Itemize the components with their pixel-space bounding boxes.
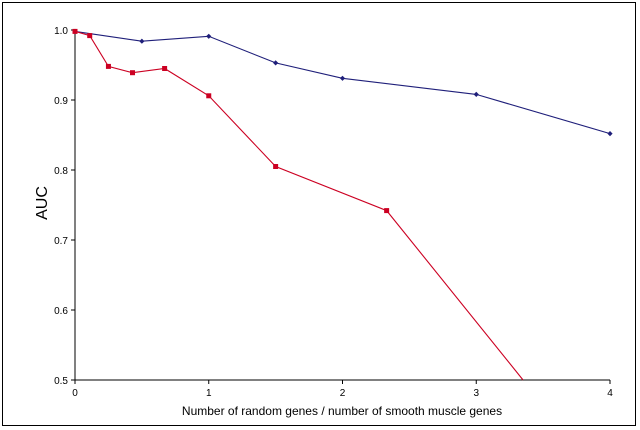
data-point bbox=[72, 28, 78, 34]
y-tick-label: 0.5 bbox=[54, 376, 68, 387]
data-point bbox=[130, 70, 136, 76]
data-point bbox=[339, 75, 346, 81]
y-tick-label: 0.7 bbox=[54, 236, 68, 247]
y-tick-label: 0.9 bbox=[54, 96, 68, 107]
data-point bbox=[162, 66, 168, 71]
y-axis-label: AUC bbox=[34, 186, 51, 220]
x-tick-label: 4 bbox=[607, 388, 613, 399]
data-point bbox=[139, 38, 145, 44]
data-point bbox=[105, 63, 111, 69]
x-tick-label: 2 bbox=[340, 388, 346, 399]
data-point bbox=[273, 60, 279, 66]
axes: 0.5 0.6 0.7 0.8 0.9 1.0 0 1 2 3 4 bbox=[54, 26, 613, 399]
series-line bbox=[74, 30, 611, 135]
line-chart: 0.5 0.6 0.7 0.8 0.9 1.0 0 1 2 3 4 AUC Number of ra… bbox=[34, 26, 613, 418]
x-tick-label: 3 bbox=[473, 388, 479, 399]
x-tick-label: 1 bbox=[206, 388, 212, 399]
x-tick-label: 0 bbox=[72, 388, 78, 399]
series-2 bbox=[72, 28, 524, 381]
data-point bbox=[206, 33, 212, 39]
data-point bbox=[273, 164, 279, 169]
series-line bbox=[74, 30, 524, 381]
data-point bbox=[206, 93, 212, 99]
y-tick-label: 1.0 bbox=[54, 26, 68, 37]
series-1 bbox=[72, 28, 613, 137]
x-axis-label: Number of random genes / number of smoot… bbox=[182, 404, 502, 418]
y-tick-label: 0.8 bbox=[54, 166, 68, 177]
chart-frame: 0.5 0.6 0.7 0.8 0.9 1.0 0 1 2 3 4 AUC Number of ra… bbox=[2, 2, 636, 426]
y-tick-label: 0.6 bbox=[54, 306, 68, 317]
data-point bbox=[473, 91, 479, 97]
series-layer bbox=[72, 28, 613, 381]
data-point bbox=[607, 131, 613, 137]
data-point bbox=[87, 33, 93, 39]
data-point bbox=[384, 208, 390, 214]
